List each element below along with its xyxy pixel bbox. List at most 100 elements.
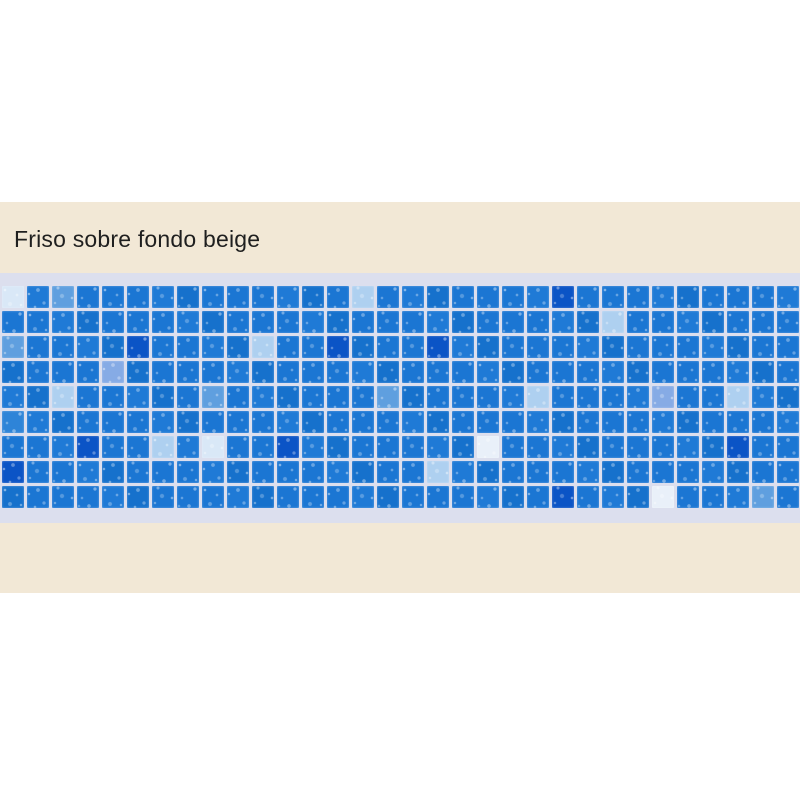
mosaic-tile xyxy=(202,336,224,358)
mosaic-tile xyxy=(327,436,349,458)
mosaic-tile xyxy=(502,286,524,308)
mosaic-tile xyxy=(302,411,324,433)
mosaic-tile xyxy=(227,436,249,458)
mosaic-tile xyxy=(277,336,299,358)
mosaic-tile xyxy=(177,361,199,383)
mosaic-tile xyxy=(27,336,49,358)
mosaic-tile xyxy=(77,386,99,408)
mosaic-tile xyxy=(677,386,699,408)
mosaic-tile xyxy=(227,386,249,408)
mosaic-tile xyxy=(552,286,574,308)
mosaic-tile xyxy=(52,336,74,358)
mosaic-tile xyxy=(252,361,274,383)
mosaic-tile xyxy=(777,336,799,358)
mosaic-tile xyxy=(677,461,699,483)
mosaic-tile xyxy=(502,461,524,483)
mosaic-tile xyxy=(152,336,174,358)
mosaic-tile xyxy=(527,486,549,508)
mosaic-tile xyxy=(552,461,574,483)
mosaic-tile xyxy=(102,486,124,508)
mosaic-tile xyxy=(252,486,274,508)
mosaic-tile xyxy=(252,311,274,333)
mosaic-tile xyxy=(102,286,124,308)
mosaic-tile xyxy=(627,486,649,508)
mosaic-tile xyxy=(777,411,799,433)
mosaic-tile xyxy=(77,486,99,508)
mosaic-tile xyxy=(752,411,774,433)
mosaic-tile xyxy=(427,436,449,458)
mosaic-tile xyxy=(77,461,99,483)
mosaic-tile xyxy=(202,411,224,433)
mosaic-tile xyxy=(652,311,674,333)
mosaic-tile xyxy=(552,411,574,433)
mosaic-tile xyxy=(377,436,399,458)
mosaic-tile xyxy=(727,286,749,308)
mosaic-tile xyxy=(627,436,649,458)
mosaic-tile xyxy=(352,311,374,333)
mosaic-tile xyxy=(452,436,474,458)
mosaic-tile xyxy=(52,436,74,458)
mosaic-tile xyxy=(77,411,99,433)
mosaic-tile xyxy=(627,361,649,383)
mosaic-tile xyxy=(227,361,249,383)
mosaic-tile xyxy=(452,286,474,308)
mosaic-tile xyxy=(102,436,124,458)
mosaic-tile xyxy=(477,286,499,308)
mosaic-tile xyxy=(377,361,399,383)
mosaic-tile xyxy=(702,436,724,458)
mosaic-tile xyxy=(152,461,174,483)
mosaic-tile xyxy=(552,311,574,333)
mosaic-tile xyxy=(577,311,599,333)
mosaic-tile xyxy=(727,361,749,383)
mosaic-tile xyxy=(577,436,599,458)
mosaic-tile xyxy=(752,461,774,483)
mosaic-tile xyxy=(577,361,599,383)
mosaic-tile xyxy=(552,386,574,408)
mosaic-tile xyxy=(602,311,624,333)
mosaic-tile xyxy=(577,486,599,508)
mosaic-tile xyxy=(777,286,799,308)
mosaic-tile xyxy=(402,361,424,383)
mosaic-tile xyxy=(302,286,324,308)
mosaic-tile xyxy=(652,336,674,358)
mosaic-tile xyxy=(402,411,424,433)
mosaic-tile xyxy=(577,461,599,483)
mosaic-tile xyxy=(252,286,274,308)
mosaic-tile xyxy=(752,436,774,458)
mosaic-tile xyxy=(352,336,374,358)
mosaic-tile xyxy=(427,286,449,308)
mosaic-tile xyxy=(527,361,549,383)
mosaic-tile xyxy=(477,461,499,483)
mosaic-tile xyxy=(727,311,749,333)
mosaic-tile xyxy=(402,336,424,358)
mosaic-tile xyxy=(752,361,774,383)
mosaic-tile xyxy=(377,386,399,408)
mosaic-tile xyxy=(352,361,374,383)
mosaic-tile xyxy=(302,461,324,483)
mosaic-tile xyxy=(102,361,124,383)
mosaic-tile xyxy=(77,436,99,458)
mosaic-tile xyxy=(502,486,524,508)
mosaic-tile xyxy=(727,436,749,458)
mosaic-tile xyxy=(302,436,324,458)
mosaic-tile xyxy=(277,386,299,408)
mosaic-tile xyxy=(102,461,124,483)
mosaic-tile xyxy=(677,361,699,383)
mosaic-tile xyxy=(527,311,549,333)
mosaic-tile xyxy=(302,486,324,508)
mosaic-tile xyxy=(327,411,349,433)
mosaic-tile xyxy=(327,311,349,333)
mosaic-tile xyxy=(152,286,174,308)
mosaic-tile xyxy=(52,311,74,333)
mosaic-tile xyxy=(2,286,24,308)
mosaic-tile xyxy=(577,286,599,308)
mosaic-tile xyxy=(677,336,699,358)
mosaic-tile xyxy=(252,336,274,358)
mosaic-tile xyxy=(377,486,399,508)
mosaic-tile xyxy=(52,286,74,308)
mosaic-tile xyxy=(302,361,324,383)
mosaic-tile xyxy=(402,311,424,333)
mosaic-tile xyxy=(452,411,474,433)
mosaic-tile xyxy=(177,311,199,333)
mosaic-tile xyxy=(252,386,274,408)
